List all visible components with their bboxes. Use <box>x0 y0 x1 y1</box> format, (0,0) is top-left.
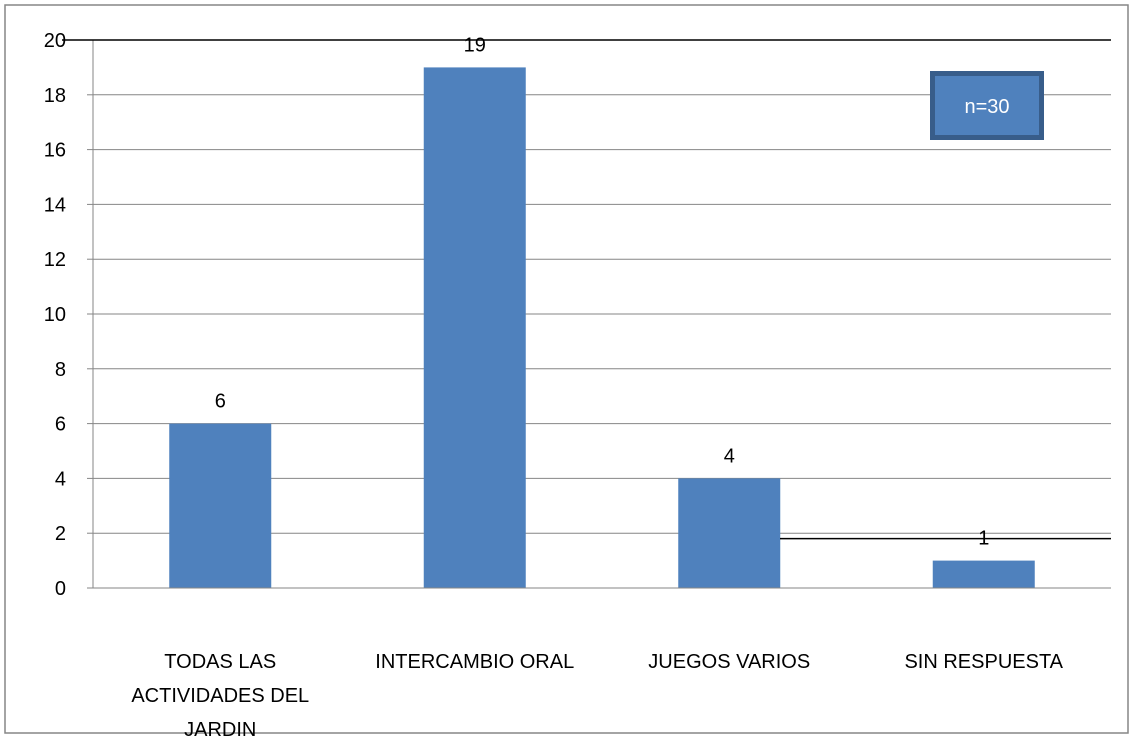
axes <box>92 40 1111 589</box>
y-tick-label: 14 <box>44 194 66 216</box>
y-tick-label: 20 <box>44 30 66 52</box>
y-tick-label: 10 <box>44 304 66 326</box>
x-tick-label: JUEGOS VARIOS <box>648 651 810 673</box>
bars <box>169 67 1035 588</box>
x-tick-label: INTERCAMBIO ORAL <box>375 651 574 673</box>
y-tick-label: 16 <box>44 140 66 162</box>
x-tick-label: TODAS LAS ACTIVIDADES DEL JARDIN <box>131 651 309 738</box>
annotation-box-inner <box>935 76 1039 135</box>
x-axis-labels: TODAS LAS ACTIVIDADES DEL JARDIN INTERCAMBI… <box>131 651 1063 741</box>
bar <box>678 478 781 588</box>
y-tick-label: 0 <box>55 578 66 600</box>
data-label: 6 <box>215 391 226 413</box>
y-tick-label: 2 <box>55 523 66 545</box>
bar <box>169 423 272 588</box>
overlay-lines <box>62 39 1111 540</box>
bar <box>932 560 1035 588</box>
y-tick-label: 4 <box>55 468 66 490</box>
y-tick-label: 18 <box>44 85 66 107</box>
data-label: 4 <box>724 445 735 467</box>
data-label: 19 <box>464 34 486 56</box>
y-axis-ticks: 0 2 4 6 8 10 12 14 16 18 20 <box>44 30 93 600</box>
annotation-text: n=30 <box>964 96 1009 118</box>
bar <box>423 67 526 588</box>
y-tick-label: 6 <box>55 414 66 436</box>
x-tick-label: SIN RESPUESTA <box>904 651 1063 673</box>
y-tick-label: 12 <box>44 249 66 271</box>
y-tick-label: 8 <box>55 359 66 381</box>
n-annotation: n=30 <box>930 71 1044 140</box>
